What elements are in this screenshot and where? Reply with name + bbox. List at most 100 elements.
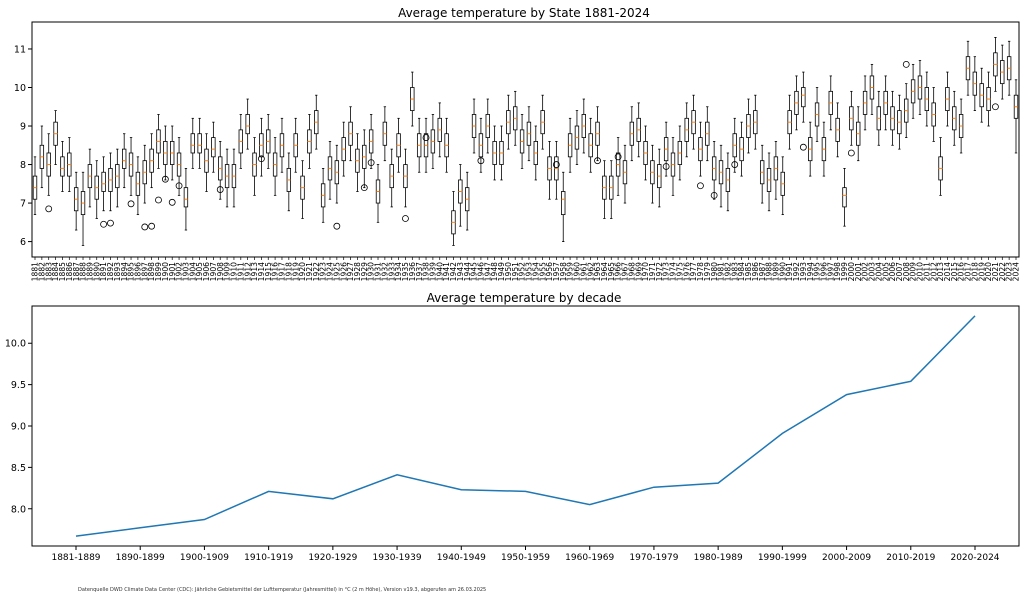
box-x-tick-label: 1927 — [346, 262, 355, 281]
box-1943 — [458, 164, 463, 227]
box-1949 — [499, 125, 504, 181]
box-x-tick-label: 1971 — [648, 262, 657, 281]
line-x-tick-label: 1970-1979 — [629, 553, 678, 563]
box-x-tick-label: 1975 — [675, 262, 684, 281]
box-1987 — [759, 144, 765, 204]
box-1935 — [403, 148, 408, 208]
box-x-tick-label: 1938 — [422, 262, 431, 281]
box-1991 — [787, 94, 792, 150]
box-1964 — [602, 160, 607, 219]
box-1961 — [581, 98, 586, 154]
box-1909 — [224, 148, 230, 208]
box-x-tick-label: 1928 — [353, 262, 362, 281]
box-x-tick-label: 1962 — [586, 262, 595, 281]
box-x-tick-label: 1909 — [223, 262, 232, 281]
box-x-tick-label: 2007 — [895, 262, 904, 281]
line-x-tick-label: 1890-1899 — [116, 553, 165, 563]
box-x-tick-label: 1955 — [538, 262, 547, 281]
box-outlier-1901 — [168, 198, 176, 206]
box-x-tick-label: 1934 — [394, 262, 403, 281]
box-1892 — [108, 152, 113, 212]
box-1976 — [684, 102, 689, 158]
line-y-tick-label: 8.0 — [11, 504, 26, 515]
box-outlier-2008 — [902, 60, 910, 68]
box-1962 — [588, 117, 593, 173]
box-x-tick-label: 1943 — [456, 262, 465, 281]
box-x-tick-label: 1910 — [230, 262, 239, 281]
box-x-tick-label: 1916 — [271, 262, 280, 281]
box-1898 — [149, 133, 154, 189]
box-x-tick-label: 1978 — [696, 262, 705, 281]
box-x-tick-label: 1884 — [51, 262, 60, 281]
box-2022 — [1000, 44, 1005, 100]
box-x-tick-label: 1930 — [367, 262, 376, 281]
box-1989 — [773, 141, 779, 200]
box-x-tick-label: 1994 — [806, 262, 815, 281]
box-chart-boxes — [32, 37, 1019, 246]
box-2010 — [917, 60, 923, 115]
box-1902 — [176, 137, 182, 196]
box-outlier-1957 — [552, 161, 560, 168]
box-1956 — [547, 141, 552, 200]
box-1931 — [375, 164, 381, 223]
line-chart-frame — [31, 305, 1020, 547]
box-1888 — [80, 171, 86, 246]
box-1940 — [437, 102, 442, 158]
box-x-tick-label: 1922 — [312, 262, 321, 281]
box-x-tick-label: 1906 — [202, 262, 211, 281]
box-outlier-1966 — [614, 153, 622, 161]
box-x-tick-label: 1890 — [92, 262, 101, 281]
box-1967 — [622, 144, 628, 204]
box-x-tick-label: 1953 — [525, 262, 534, 281]
box-2007 — [897, 94, 902, 150]
box-1920 — [300, 160, 305, 219]
box-2013 — [938, 137, 943, 196]
box-outlier-2000 — [847, 149, 855, 157]
line-chart-y-axis: 8.0 8.5 9.0 9.5 10.0 — [5, 339, 32, 515]
box-2008 — [904, 83, 909, 138]
line-y-tick-label: 10.0 — [5, 339, 26, 350]
box-x-tick-label: 1968 — [627, 262, 636, 281]
line-x-tick-label: 2020-2024 — [950, 553, 999, 563]
box-1938 — [423, 117, 429, 173]
box-outlier-1980 — [710, 191, 718, 199]
box-y-tick-label: 11 — [14, 44, 26, 55]
box-x-tick-label: 1957 — [552, 262, 561, 281]
box-outlier-1914 — [257, 155, 265, 163]
box-x-tick-label: 2001 — [854, 262, 863, 281]
line-y-tick-label: 9.0 — [11, 422, 26, 433]
box-x-tick-label: 2012 — [929, 262, 938, 281]
box-1945 — [471, 98, 477, 154]
box-x-tick-label: 1885 — [58, 262, 67, 281]
box-x-tick-label: 1983 — [730, 262, 739, 281]
box-x-tick-label: 1932 — [380, 262, 389, 281]
box-x-tick-label: 2002 — [861, 262, 870, 281]
box-1941 — [444, 117, 449, 173]
box-1937 — [416, 117, 422, 173]
box-outlier-1899 — [155, 196, 162, 204]
box-1936 — [410, 71, 415, 127]
box-x-tick-label: 2014 — [943, 262, 952, 281]
line-y-tick-label: 9.5 — [11, 380, 26, 391]
box-1924 — [327, 141, 333, 200]
box-1995 — [814, 87, 820, 142]
box-outlier-1891 — [100, 220, 108, 228]
box-x-tick-label: 1964 — [600, 262, 609, 281]
box-2018 — [972, 56, 978, 112]
box-x-tick-label: 2010 — [916, 262, 925, 281]
box-x-tick-label: 1966 — [614, 262, 623, 281]
box-1891 — [101, 156, 106, 212]
box-x-tick-label: 1937 — [415, 262, 424, 281]
box-1960 — [574, 110, 580, 165]
box-1971 — [650, 144, 655, 204]
box-1883 — [46, 133, 51, 196]
box-x-tick-label: 1907 — [209, 262, 218, 281]
box-1998 — [835, 102, 840, 158]
box-1896 — [135, 156, 141, 216]
box-2005 — [883, 75, 888, 131]
box-1899 — [156, 114, 161, 169]
box-1932 — [382, 106, 388, 162]
box-1890 — [94, 160, 99, 219]
box-1929 — [362, 129, 367, 189]
